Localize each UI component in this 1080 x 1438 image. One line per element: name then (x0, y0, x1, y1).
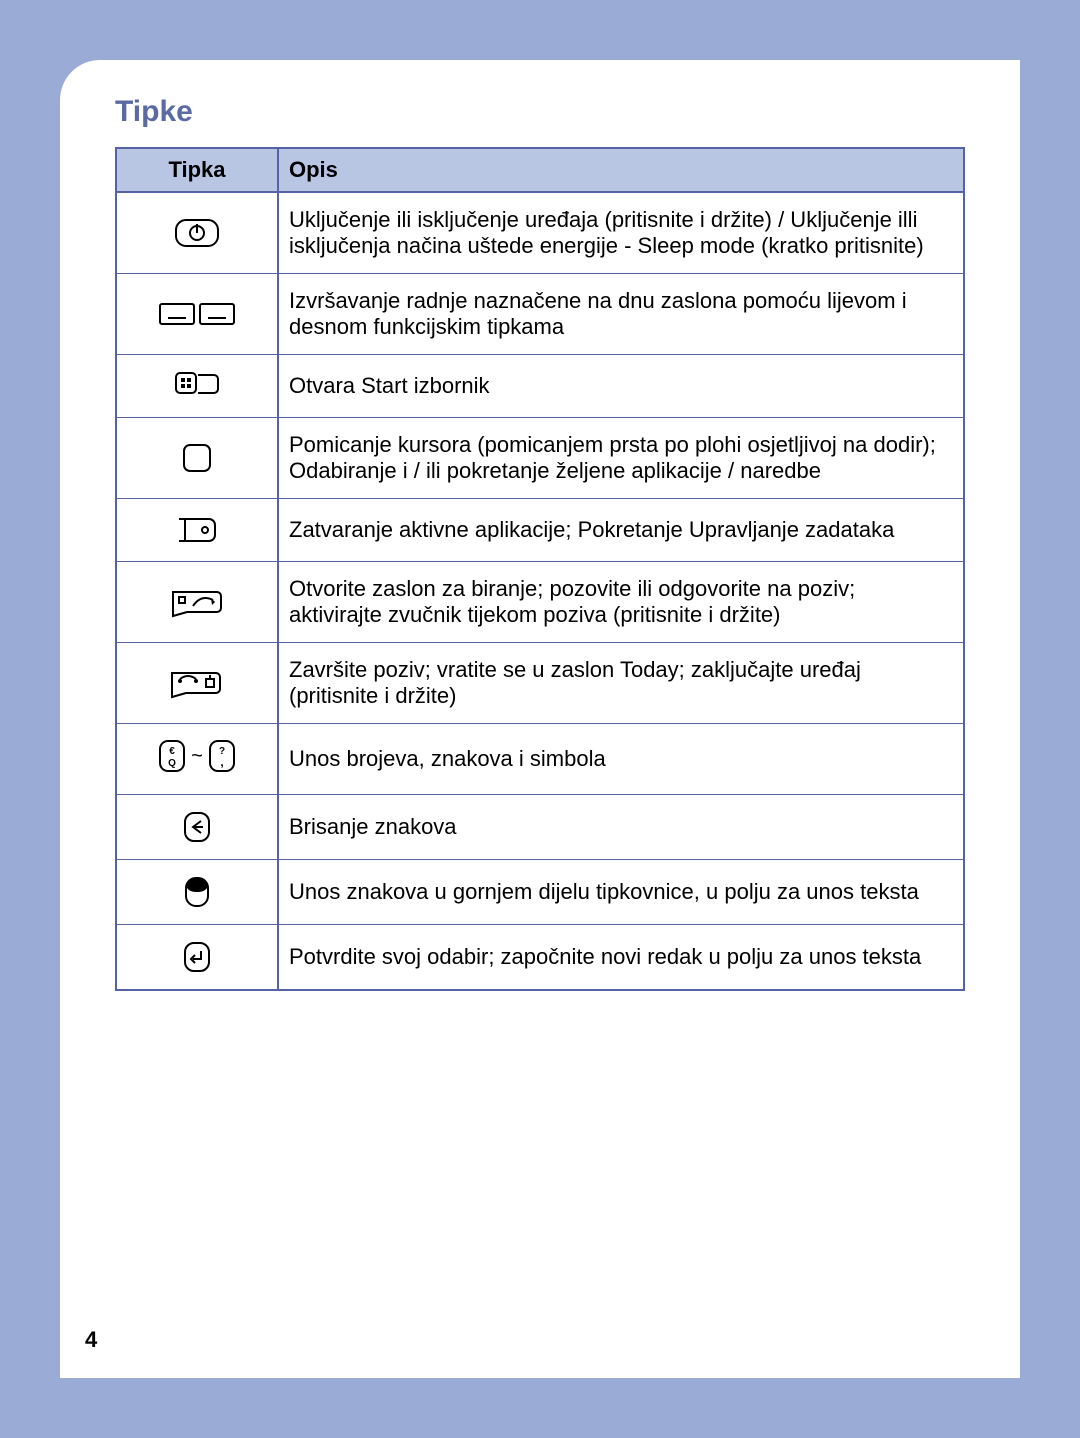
key-desc-cell: Pomicanje kursora (pomicanjem prsta po p… (278, 418, 964, 499)
softkeys-icon (158, 300, 236, 328)
keys-table: Tipka Opis Uključenje ili isključenje ur… (115, 147, 965, 991)
page-number: 4 (85, 1327, 97, 1353)
table-row: Zatvaranje aktivne aplikacije; Pokretanj… (116, 499, 964, 562)
enter-icon (181, 939, 213, 975)
touchpad-icon (180, 441, 214, 475)
key-icon-cell (116, 274, 278, 355)
table-row: Brisanje znakova (116, 795, 964, 860)
svg-text:,: , (220, 755, 223, 769)
backspace-icon (181, 809, 213, 845)
key-icon-cell (116, 925, 278, 991)
key-icon-cell (116, 418, 278, 499)
table-row: € Q ~ ? , Unos brojeva, znakova i simbol… (116, 724, 964, 795)
charkeys-icon: € Q ~ ? , (157, 738, 237, 774)
start-icon (172, 369, 222, 403)
key-desc-cell: Zatvaranje aktivne aplikacije; Pokretanj… (278, 499, 964, 562)
svg-text:Q: Q (168, 758, 176, 769)
key-icon-cell (116, 562, 278, 643)
col-header-key: Tipka (116, 148, 278, 192)
table-row: Potvrdite svoj odabir; započnite novi re… (116, 925, 964, 991)
key-desc-cell: Izvršavanje radnje naznačene na dnu zasl… (278, 274, 964, 355)
table-row: Otvara Start izbornik (116, 355, 964, 418)
key-desc-cell: Otvara Start izbornik (278, 355, 964, 418)
key-desc-cell: Brisanje znakova (278, 795, 964, 860)
table-header-row: Tipka Opis (116, 148, 964, 192)
key-desc-cell: Potvrdite svoj odabir; započnite novi re… (278, 925, 964, 991)
key-icon-cell (116, 192, 278, 274)
key-icon-cell (116, 499, 278, 562)
page-title: Tipke (115, 95, 965, 129)
document-page: Tipke Tipka Opis Uključenje ili isključe… (60, 60, 1020, 1378)
table-row: Unos znakova u gornjem dijelu tipkovnice… (116, 860, 964, 925)
key-icon-cell: € Q ~ ? , (116, 724, 278, 795)
key-icon-cell (116, 355, 278, 418)
table-row: Završite poziv; vratite se u zaslon Toda… (116, 643, 964, 724)
key-desc-cell: Završite poziv; vratite se u zaslon Toda… (278, 643, 964, 724)
endcall-icon (168, 667, 226, 699)
table-row: Uključenje ili isključenje uređaja (prit… (116, 192, 964, 274)
key-desc-cell: Uključenje ili isključenje uređaja (prit… (278, 192, 964, 274)
shift-icon (182, 874, 212, 910)
power-icon (174, 218, 220, 248)
key-icon-cell (116, 795, 278, 860)
col-header-desc: Opis (278, 148, 964, 192)
table-row: Izvršavanje radnje naznačene na dnu zasl… (116, 274, 964, 355)
close-icon (175, 513, 219, 547)
key-desc-cell: Otvorite zaslon za biranje; pozovite ili… (278, 562, 964, 643)
call-icon (169, 586, 225, 618)
key-desc-cell: Unos znakova u gornjem dijelu tipkovnice… (278, 860, 964, 925)
table-row: Otvorite zaslon za biranje; pozovite ili… (116, 562, 964, 643)
svg-text:€: € (169, 746, 175, 757)
table-row: Pomicanje kursora (pomicanjem prsta po p… (116, 418, 964, 499)
key-icon-cell (116, 860, 278, 925)
key-icon-cell (116, 643, 278, 724)
key-desc-cell: Unos brojeva, znakova i simbola (278, 724, 964, 795)
